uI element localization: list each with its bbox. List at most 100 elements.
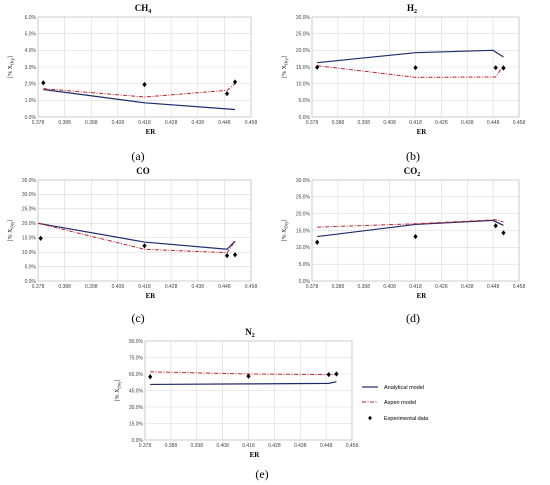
y-tick-label: 15.0% <box>296 228 311 234</box>
y-tick-label: 20.0% <box>22 221 37 227</box>
chart-title: CO2 <box>404 166 421 178</box>
experimental-data-point <box>224 253 230 259</box>
y-tick-label: 60.0% <box>129 372 144 378</box>
experimental-data-point <box>224 91 230 97</box>
y-tick-label: 30.0% <box>129 405 144 411</box>
experimental-data-point <box>41 80 46 86</box>
panel-label: (e) <box>255 467 268 481</box>
experimental-data-point <box>142 243 147 249</box>
x-tick-label: 0.388 <box>58 120 71 126</box>
experimental-data-point <box>148 374 153 380</box>
x-tick-label: 0.388 <box>332 284 345 290</box>
x-tick-label: 0.458 <box>245 284 258 290</box>
analytical-model-line <box>43 88 236 111</box>
x-axis-label: ER <box>146 128 157 136</box>
y-tick-label: 3.0% <box>25 65 37 71</box>
x-tick-label: 0.448 <box>218 120 231 126</box>
x-tick-label: 0.418 <box>409 284 422 290</box>
chart-title: CH4 <box>135 3 152 15</box>
chart-d: 0.0% 5.0% 10.0% 15.0% 20.0% 25.0% 30.0% 0.378 0.… <box>282 166 525 325</box>
x-tick-label: 0.408 <box>112 284 125 290</box>
x-tick-label: 0.448 <box>487 284 500 290</box>
panel-label: (b) <box>406 149 420 163</box>
x-tick-label: 0.428 <box>165 284 178 290</box>
panel-label: (c) <box>131 311 144 325</box>
x-tick-label: 0.398 <box>357 284 370 290</box>
experimental-data-point <box>413 233 418 240</box>
x-axis-label: ER <box>146 292 157 300</box>
x-tick-label: 0.448 <box>320 443 333 449</box>
aspen-model-line <box>150 371 337 376</box>
experimental-data-point <box>232 252 238 258</box>
x-tick-label: 0.428 <box>268 443 281 449</box>
y-tick-label: 15.0% <box>22 236 37 242</box>
y-tick-label: 0.0% <box>25 279 37 285</box>
chart-e: 0.0% 15.0% 30.0% 45.0% 60.0% 75.0% 90.0% 0.378 0… <box>115 327 358 481</box>
legend-aspen-label: Aspen model <box>384 400 416 406</box>
y-tick-label: 5.0% <box>299 98 311 104</box>
x-tick-label: 0.378 <box>32 120 45 126</box>
x-axis-label: ER <box>250 451 261 459</box>
y-tick-label: 4.0% <box>25 48 37 54</box>
x-tick-label: 0.458 <box>513 120 526 126</box>
aspen-model-line <box>317 219 504 228</box>
x-tick-label: 0.408 <box>383 284 396 290</box>
y-tick-label: 10.0% <box>22 250 37 256</box>
x-tick-label: 0.428 <box>435 120 448 126</box>
x-tick-label: 0.378 <box>306 120 319 126</box>
y-tick-label: 5.0% <box>25 31 37 37</box>
analytical-model-line <box>150 381 337 386</box>
chart-c: 0.0% 5.0% 10.0% 15.0% 20.0% 25.0% 30.0% 35.0% 0.… <box>8 166 257 325</box>
y-tick-label: 25.0% <box>22 207 37 213</box>
x-tick-label: 0.398 <box>190 443 203 449</box>
x-tick-label: 0.378 <box>139 443 152 449</box>
y-tick-label: 0.0% <box>299 115 311 121</box>
chart-title: CO <box>136 166 150 176</box>
experimental-data-point <box>315 239 320 245</box>
experimental-data-point <box>413 65 418 71</box>
chart-a: 0.0% 1.0% 2.0% 3.0% 4.0% 5.0% 6.0% 0.378 0.388 0.… <box>8 3 257 163</box>
x-tick-label: 0.408 <box>383 120 396 126</box>
x-tick-label: 0.398 <box>85 120 98 126</box>
x-tick-label: 0.388 <box>332 120 345 126</box>
y-axis-label: [% XDry] <box>8 56 15 78</box>
x-tick-label: 0.458 <box>513 284 526 290</box>
x-axis-label: ER <box>417 292 428 300</box>
chart-title: H2 <box>407 3 417 15</box>
x-tick-label: 0.408 <box>112 120 125 126</box>
y-tick-label: 5.0% <box>299 262 311 268</box>
x-tick-label: 0.438 <box>294 443 307 449</box>
y-tick-label: 6.0% <box>25 15 37 21</box>
y-tick-label: 1.0% <box>25 98 37 104</box>
experimental-data-point <box>38 235 43 241</box>
legend: Analytical model Aspen model Experimental … <box>362 385 429 422</box>
plot-frame <box>311 179 520 282</box>
plot-frame <box>311 16 520 118</box>
analytical-model-line <box>317 219 504 238</box>
experimental-data-point <box>315 64 320 70</box>
x-tick-label: 0.398 <box>85 284 98 290</box>
experimental-data-point <box>246 373 251 379</box>
experimental-data-point <box>493 223 498 229</box>
x-tick-label: 0.448 <box>218 284 231 290</box>
analytical-model-line <box>317 49 504 64</box>
y-tick-label: 35.0% <box>22 178 37 184</box>
aspen-model-line <box>43 83 236 98</box>
experimental-data-point <box>142 81 147 88</box>
y-tick-label: 20.0% <box>296 211 311 217</box>
legend-experimental-label: Experimental data <box>384 416 429 422</box>
plot-frame <box>144 340 353 441</box>
y-tick-label: 5.0% <box>25 264 37 270</box>
x-tick-label: 0.458 <box>245 120 258 126</box>
x-tick-label: 0.408 <box>216 443 229 449</box>
y-axis-label: [% XDry] <box>282 220 289 242</box>
experimental-data-point <box>334 371 339 377</box>
x-tick-label: 0.378 <box>32 284 45 290</box>
y-tick-label: 0.0% <box>25 115 37 121</box>
y-tick-label: 15.0% <box>129 421 144 427</box>
x-tick-label: 0.418 <box>409 120 422 126</box>
y-tick-label: 45.0% <box>129 388 144 394</box>
analytical-model-line <box>37 222 236 250</box>
y-axis-label: [% XDry] <box>8 220 15 242</box>
